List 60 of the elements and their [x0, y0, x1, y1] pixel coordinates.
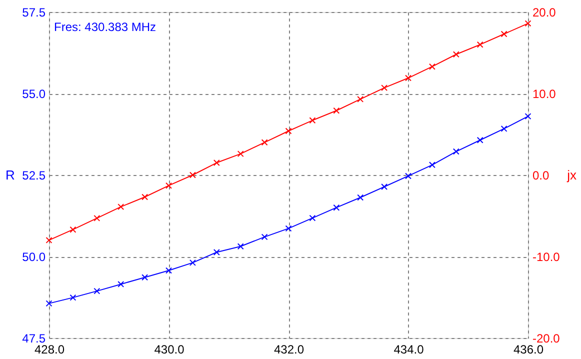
- point: [166, 182, 172, 189]
- point: [405, 172, 412, 180]
- point: [285, 225, 292, 232]
- y-tick-label: 55.0: [22, 87, 46, 101]
- point: [237, 150, 244, 158]
- point: [118, 280, 124, 288]
- point: [118, 204, 124, 210]
- point: [213, 249, 220, 256]
- y-axis-title: R: [5, 168, 15, 182]
- point: [94, 288, 100, 294]
- point: [476, 136, 484, 144]
- point: [381, 84, 388, 92]
- y2-tick-label: -20.0: [532, 332, 560, 346]
- point: [333, 107, 340, 114]
- y2-tick-label: 10.0: [532, 87, 556, 101]
- y2-axis-title: jx: [566, 168, 578, 182]
- x-tick-label: 432.0: [274, 342, 304, 356]
- point: [261, 139, 268, 146]
- point: [142, 194, 148, 200]
- point: [452, 51, 460, 58]
- point: [524, 113, 532, 120]
- x-tick-label: 428.0: [34, 342, 65, 356]
- y-tick-label: 50.0: [22, 250, 46, 264]
- point: [46, 236, 52, 244]
- point: [309, 117, 316, 124]
- point: [428, 63, 436, 70]
- point: [189, 259, 196, 266]
- x-tick-label: 436.0: [513, 342, 544, 356]
- y-tick-label: 57.5: [22, 6, 46, 20]
- point: [166, 267, 172, 274]
- point: [46, 300, 52, 307]
- point: [309, 214, 316, 222]
- point: [357, 194, 364, 201]
- point: [476, 41, 484, 48]
- point: [237, 243, 244, 250]
- point: [524, 20, 532, 27]
- y2-tick-label: 0.0: [532, 168, 550, 182]
- y-tick-label: 47.5: [22, 332, 46, 346]
- point: [500, 125, 508, 132]
- point: [261, 234, 268, 240]
- point: [428, 162, 436, 168]
- point: [142, 274, 148, 281]
- point: [213, 160, 220, 166]
- point: [333, 204, 340, 211]
- point: [452, 148, 460, 155]
- y2-tick-label: 20.0: [532, 6, 556, 20]
- x-tick-label: 434.0: [394, 342, 424, 356]
- point: [500, 30, 508, 38]
- x-tick-label: 430.0: [154, 342, 185, 356]
- point: [285, 128, 292, 134]
- point: [357, 96, 364, 102]
- point: [94, 214, 100, 222]
- annotation: Fres: 430.383 MHz: [54, 20, 156, 34]
- point: [189, 172, 196, 178]
- point: [70, 294, 76, 301]
- point: [381, 183, 388, 190]
- point: [70, 226, 76, 233]
- y2-tick-label: -10.0: [532, 250, 560, 264]
- point: [405, 74, 412, 82]
- y-tick-label: 52.5: [22, 168, 46, 182]
